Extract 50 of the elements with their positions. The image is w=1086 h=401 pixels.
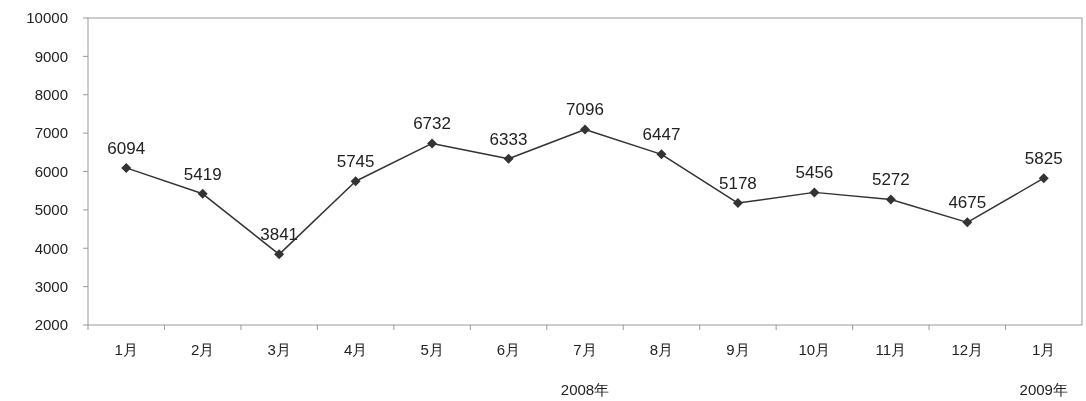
point [732, 198, 743, 209]
y-tick-label: 5000 [34, 201, 68, 219]
data-label: 6333 [489, 129, 528, 149]
y-tick-label: 7000 [34, 124, 68, 142]
data-label: 6732 [413, 114, 451, 134]
data-label: 5272 [871, 170, 910, 190]
x-tick-label: 10月 [798, 341, 831, 358]
data-label: 5178 [719, 174, 757, 194]
y-tick-label: 6000 [34, 162, 68, 180]
data-label: 3841 [260, 225, 299, 245]
y-tick-label: 4000 [34, 239, 68, 257]
x-tick-label: 4月 [343, 341, 368, 358]
y-tick-label: 9000 [34, 47, 68, 65]
data-label: 7096 [566, 100, 604, 120]
point [885, 194, 896, 205]
point [350, 176, 361, 187]
x-tick-label: 3月 [267, 341, 291, 358]
y-tick-label: 10000 [26, 9, 68, 27]
point [580, 124, 590, 135]
point [809, 187, 820, 198]
x-tick-label: 1月 [1032, 341, 1056, 358]
point [427, 138, 438, 149]
data-label: 6094 [107, 138, 146, 158]
data-label: 4675 [948, 193, 987, 213]
x-tick-label: 2月 [191, 341, 215, 358]
point [197, 188, 208, 199]
data-label: 5456 [795, 163, 834, 183]
text: 2009年 [1019, 381, 1068, 398]
point [656, 149, 667, 160]
x-tick-label: 6月 [496, 341, 521, 358]
x-axis-title: 2008年 [560, 381, 610, 398]
x-tick-label: 8月 [649, 341, 674, 358]
x-tick-label: 5月 [420, 341, 444, 358]
point [503, 153, 514, 164]
x-tick-label: 7月 [573, 341, 597, 358]
x-tick-label: 12月 [951, 341, 984, 358]
point [1038, 173, 1049, 184]
data-label: 6447 [642, 125, 681, 145]
point [121, 162, 132, 173]
y-tick-label: 3000 [34, 277, 68, 295]
x-tick-label: 1月 [114, 341, 138, 358]
point [962, 217, 973, 228]
data-label: 5825 [1024, 149, 1063, 169]
y-tick-label: 8000 [34, 86, 68, 103]
data-label: 5419 [183, 164, 222, 184]
y-tick-label: 2000 [34, 316, 68, 334]
point [274, 249, 285, 260]
x-tick-label: 9月 [726, 341, 750, 358]
x-tick-label: 11月 [875, 341, 907, 358]
data-label: 5745 [336, 152, 375, 172]
